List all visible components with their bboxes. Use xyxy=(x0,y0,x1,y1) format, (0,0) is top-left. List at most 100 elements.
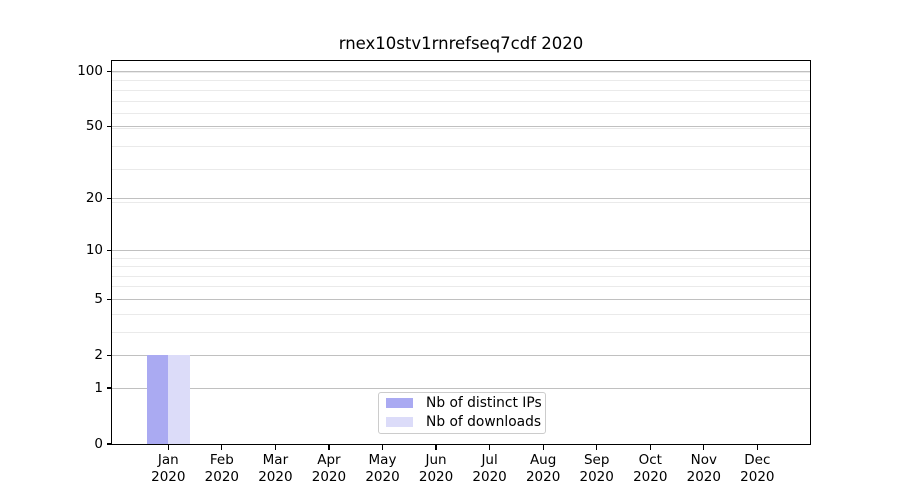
x-tick-month: Jun xyxy=(425,452,447,468)
y-tick-label: 1 xyxy=(94,379,103,396)
minor-gridline xyxy=(112,266,810,268)
x-tick-label: Nov 2020 xyxy=(687,452,721,485)
x-tick-label: Dec 2020 xyxy=(740,452,774,485)
x-tick-month: Jul xyxy=(481,452,498,468)
major-gridline xyxy=(112,249,810,251)
x-tick-mark xyxy=(703,445,705,450)
x-tick-month: Oct xyxy=(638,452,662,468)
x-tick-label: Sep 2020 xyxy=(580,452,614,485)
x-tick-year: 2020 xyxy=(472,468,507,485)
minor-gridline xyxy=(112,286,810,288)
x-tick-year: 2020 xyxy=(365,468,400,485)
x-tick-label: Apr 2020 xyxy=(312,452,346,485)
grid-layer xyxy=(112,61,810,444)
x-tick-label: Oct 2020 xyxy=(633,452,667,485)
x-tick-mark xyxy=(221,445,223,450)
x-tick-label: Jun 2020 xyxy=(419,452,453,485)
x-tick-mark xyxy=(596,445,598,450)
x-tick-month: Jan xyxy=(157,452,179,468)
x-tick-label: Aug 2020 xyxy=(526,452,560,485)
legend-item-distinct-ips: Nb of distinct IPs xyxy=(379,394,545,413)
x-tick-mark xyxy=(381,445,384,450)
major-gridline xyxy=(112,126,810,128)
legend-label-distinct-ips: Nb of distinct IPs xyxy=(426,395,542,411)
minor-gridline xyxy=(112,168,810,170)
x-tick-label: Jul 2020 xyxy=(472,452,506,485)
x-tick-mark xyxy=(435,445,437,450)
y-tick-label: 20 xyxy=(85,189,103,206)
bar-downloads xyxy=(168,355,190,444)
legend-item-downloads: Nb of downloads xyxy=(379,413,545,432)
legend-swatch-downloads xyxy=(386,417,413,427)
x-tick-label: Feb 2020 xyxy=(205,452,239,485)
x-tick-mark xyxy=(489,445,491,450)
major-gridline xyxy=(112,354,810,356)
legend-label-downloads: Nb of downloads xyxy=(426,414,542,430)
minor-gridline xyxy=(112,145,810,147)
x-tick-year: 2020 xyxy=(311,468,347,485)
x-tick-label: Mar 2020 xyxy=(258,452,292,485)
y-tick-label: 50 xyxy=(85,118,103,135)
y-tick-mark xyxy=(106,126,111,128)
x-tick-month: Dec xyxy=(744,452,771,468)
minor-gridline xyxy=(112,100,810,102)
x-tick-month: Sep xyxy=(583,452,610,468)
minor-gridline xyxy=(112,275,810,277)
x-tick-year: 2020 xyxy=(258,468,293,485)
y-tick-mark xyxy=(106,70,111,73)
x-tick-mark xyxy=(756,445,758,450)
x-tick-year: 2020 xyxy=(740,468,775,485)
x-tick-year: 2020 xyxy=(204,468,240,485)
y-tick-label: 0 xyxy=(94,435,103,452)
y-tick-mark xyxy=(106,443,111,445)
x-tick-mark xyxy=(542,445,544,450)
x-tick-year: 2020 xyxy=(579,468,614,485)
y-tick-label: 100 xyxy=(77,62,103,79)
x-tick-month: Aug xyxy=(529,452,557,468)
x-tick-mark xyxy=(649,445,651,450)
x-tick-year: 2020 xyxy=(418,468,454,485)
minor-gridline xyxy=(112,71,810,73)
x-tick-month: May xyxy=(368,452,397,468)
y-tick-label: 10 xyxy=(85,241,103,258)
x-tick-year: 2020 xyxy=(633,468,668,485)
y-tick-label: 5 xyxy=(94,290,103,307)
minor-gridline xyxy=(112,127,810,129)
y-tick-label: 2 xyxy=(94,346,103,363)
y-tick-mark xyxy=(106,249,111,252)
legend-swatch-distinct-ips xyxy=(386,398,413,408)
minor-gridline xyxy=(112,89,810,91)
x-tick-mark xyxy=(328,445,330,450)
x-tick-month: Nov xyxy=(690,452,717,468)
minor-gridline xyxy=(112,113,810,114)
minor-gridline xyxy=(112,80,810,82)
x-tick-label: Jan 2020 xyxy=(151,452,185,485)
x-tick-month: Feb xyxy=(209,452,234,468)
legend: Nb of distinct IPs Nb of downloads xyxy=(378,391,546,434)
major-gridline xyxy=(112,387,810,389)
minor-gridline xyxy=(112,331,810,333)
x-tick-mark xyxy=(167,445,169,450)
x-tick-year: 2020 xyxy=(151,468,186,485)
y-tick-mark xyxy=(106,387,111,389)
bar-layer xyxy=(112,61,810,444)
y-tick-mark xyxy=(106,354,111,356)
major-gridline xyxy=(112,70,810,72)
minor-gridline xyxy=(112,201,810,203)
major-gridline xyxy=(112,197,810,199)
x-tick-month: Apr xyxy=(317,452,341,468)
plot-area xyxy=(111,60,811,445)
y-tick-mark xyxy=(106,298,111,300)
x-tick-year: 2020 xyxy=(525,468,561,485)
x-tick-mark xyxy=(274,445,276,450)
major-gridline xyxy=(112,298,810,300)
minor-gridline xyxy=(112,313,810,315)
x-tick-month: Mar xyxy=(262,452,289,468)
x-tick-label: May 2020 xyxy=(365,452,399,485)
chart-title: rnex10stv1rnrefseq7cdf 2020 xyxy=(338,34,584,53)
bar-distinct-ips xyxy=(146,355,169,444)
x-tick-year: 2020 xyxy=(686,468,721,485)
minor-gridline xyxy=(112,257,810,259)
y-tick-mark xyxy=(106,197,111,199)
